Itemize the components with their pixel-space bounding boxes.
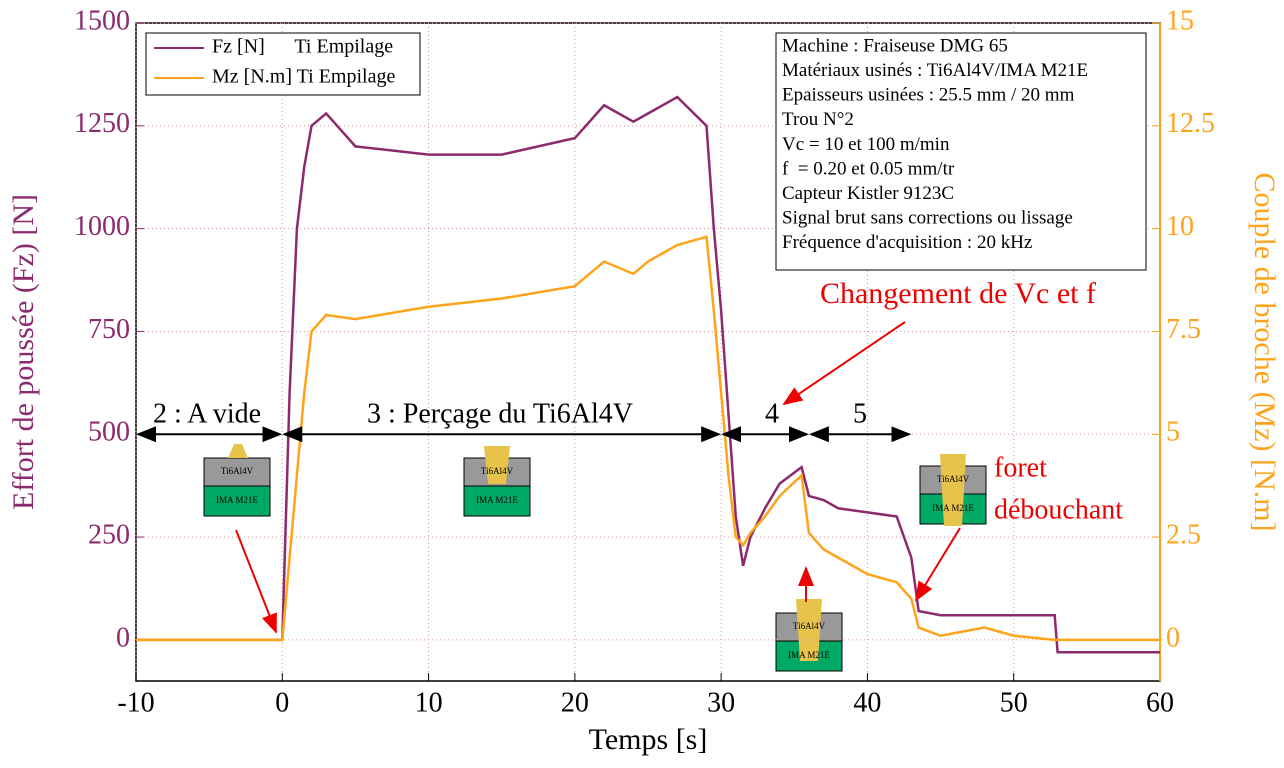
info-line: Trou N°2: [782, 109, 854, 130]
info-line: Signal brut sans corrections ou lissage: [782, 208, 1073, 229]
icon-label: Ti6Al4V: [937, 474, 970, 484]
series-line: [136, 235, 1160, 642]
y2-tick-label: 0: [1166, 622, 1180, 653]
info-line: Capteur Kistler 9123C: [782, 183, 954, 204]
y-tick-label: 500: [88, 417, 130, 448]
y-tick-label: 750: [88, 314, 130, 345]
icons: Ti6Al4V IMA M21E Ti6Al4V IMA M21E Ti6Al4V IMA…: [203, 444, 987, 672]
x-tick-label: 60: [1146, 687, 1174, 718]
icon-label: IMA M21E: [932, 503, 974, 513]
icon-label: IMA M21E: [216, 495, 258, 505]
phase-label: 3 : Perçage du Ti6Al4V: [367, 399, 633, 430]
annotation-arrow: [235, 529, 277, 634]
y-tick-label: 1500: [74, 5, 130, 36]
x-tick-label: 30: [707, 687, 735, 718]
x-tick-label: 20: [561, 687, 589, 718]
y-tick-label: 250: [88, 519, 130, 550]
y-tick-label: 1250: [74, 108, 130, 139]
annotation: débouchant: [994, 494, 1123, 525]
info-line: Machine : Fraiseuse DMG 65: [782, 35, 1008, 56]
y2-tick-label: 2.5: [1166, 519, 1201, 550]
annotation: foret: [994, 452, 1047, 483]
icon-label: Ti6Al4V: [793, 621, 826, 631]
icon-label: Ti6Al4V: [481, 466, 514, 476]
y-tick-label: 0: [116, 622, 130, 653]
x-tick-label: 0: [275, 687, 289, 718]
x-tick-label: 50: [1000, 687, 1028, 718]
info-line: Fréquence d'acquisition : 20 kHz: [782, 232, 1032, 253]
series-line: [136, 95, 1160, 654]
y-axis-label: Effort de poussée (Fz) [N]: [7, 194, 40, 510]
info-box: [775, 32, 1147, 271]
y2-axis-label: Couple de broche (Mz) [N.m]: [1248, 172, 1281, 531]
annotation-arrow: [782, 321, 906, 406]
legend-label: Mz [N.m] Ti Empilage: [212, 66, 395, 88]
annotation-arrow: [914, 527, 961, 602]
y2-tick-label: 15: [1166, 5, 1194, 36]
x-axis-label: Temps [s]: [589, 723, 708, 756]
info-line: Vc = 10 et 100 m/min: [782, 134, 950, 155]
icon-label: IMA M21E: [476, 495, 518, 505]
annotation: Changement de Vc et f: [820, 277, 1096, 310]
y2-tick-label: 10: [1166, 211, 1194, 242]
info-line: f = 0.20 et 0.05 mm/tr: [782, 158, 955, 179]
y-tick-label: 1000: [74, 211, 130, 242]
info-line: Epaisseurs usinées : 25.5 mm / 20 mm: [782, 85, 1075, 106]
phase-label: 4: [765, 399, 779, 430]
legend-label: Fz [N] Ti Empilage: [212, 36, 393, 58]
phase-label: 5: [853, 399, 867, 430]
info-line: Matériaux usinés : Ti6Al4V/IMA M21E: [782, 60, 1088, 81]
x-tick-label: 40: [853, 687, 881, 718]
y2-tick-label: 7.5: [1166, 314, 1201, 345]
legend-box: [145, 32, 421, 96]
x-tick-label: -10: [117, 687, 154, 718]
y2-tick-label: 12.5: [1166, 108, 1215, 139]
x-tick-label: 10: [415, 687, 443, 718]
icon-label: Ti6Al4V: [221, 466, 254, 476]
y2-tick-label: 5: [1166, 417, 1180, 448]
icon-label: IMA M21E: [788, 650, 830, 660]
phase-label: 2 : A vide: [153, 399, 261, 430]
